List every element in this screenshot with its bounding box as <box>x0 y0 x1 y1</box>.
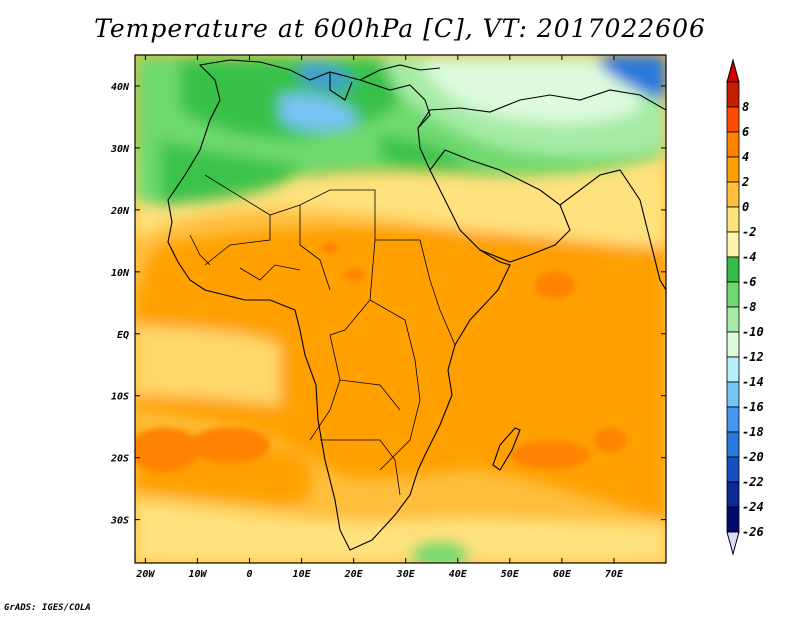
colorbar-label: 6 <box>742 125 749 139</box>
colorbar-label: -26 <box>742 525 764 539</box>
lon-tick-label: 10E <box>293 569 312 580</box>
colorbar-label: -20 <box>742 450 764 464</box>
colorbar-label: -10 <box>742 325 764 339</box>
lon-tick-label: 40E <box>449 569 468 580</box>
lat-tick-label: 10S <box>111 392 129 403</box>
temperature-field <box>135 55 666 563</box>
colorbar-swatch <box>726 306 740 333</box>
colorbar-swatch <box>726 106 740 133</box>
colorbar-label: -6 <box>742 275 756 289</box>
lon-tick-label: 0 <box>247 569 253 580</box>
map-frame <box>134 54 667 564</box>
lon-tick-label: 50E <box>501 569 520 580</box>
lon-tick-label: 20E <box>344 569 364 580</box>
colorbar-label: 8 <box>742 100 749 114</box>
lon-tick-label: 20W <box>135 569 155 580</box>
colorbar-bottom-arrow <box>726 531 740 556</box>
colorbar-swatch <box>726 281 740 308</box>
grads-credit: GrADS: IGES/COLA <box>4 603 91 613</box>
lat-tick-label: 30S <box>110 516 129 527</box>
colorbar-swatch <box>726 181 740 208</box>
colorbar-label: 0 <box>742 200 749 214</box>
lon-tick-label: 30E <box>396 569 416 580</box>
colorbar-top-arrow <box>726 58 740 83</box>
colorbar-swatch <box>726 381 740 408</box>
colorbar-swatch <box>726 231 740 258</box>
colorbar-swatch <box>726 456 740 483</box>
colorbar-label: -2 <box>742 225 756 239</box>
colorbar-swatch <box>726 331 740 358</box>
lat-tick-label: 40N <box>111 82 130 93</box>
colorbar-label: -18 <box>742 425 764 439</box>
lat-tick-label: 20N <box>110 206 130 217</box>
colorbar-swatch <box>726 431 740 458</box>
colorbar-swatch <box>726 81 740 108</box>
colorbar-swatch <box>726 256 740 283</box>
lon-tick-label: 70E <box>605 569 624 580</box>
longitude-axis: 20W 10W 0 10E 20E 30E 40E 50E 60E 70E <box>135 55 624 580</box>
colorbar-label: -12 <box>742 350 764 364</box>
colorbar-swatch <box>726 156 740 183</box>
colorbar-label: -16 <box>742 400 764 414</box>
colorbar-label: 4 <box>742 150 749 164</box>
colorbar-swatch <box>726 506 740 533</box>
lat-tick-label: 20S <box>110 454 129 465</box>
colorbar-swatch <box>726 356 740 383</box>
political-borders <box>189 174 456 496</box>
colorbar-label: 2 <box>741 175 749 189</box>
colorbar: 8 6 4 2 0 -2 -4 -6 -8 -10 -12 -14 -16 -18 -20 -22 -24 -26 <box>726 58 764 556</box>
map-title: Temperature at 600hPa [C], VT: 201702260… <box>94 14 706 43</box>
colorbar-swatch <box>726 131 740 158</box>
colorbar-label: -22 <box>742 475 764 489</box>
coastlines <box>167 59 666 551</box>
lon-tick-label: 60E <box>553 569 572 580</box>
colorbar-label: -8 <box>742 300 756 314</box>
colorbar-label: -24 <box>742 500 764 514</box>
colorbar-swatch <box>726 406 740 433</box>
lat-tick-label: 10N <box>111 268 130 279</box>
colorbar-label: -14 <box>742 375 764 389</box>
lon-tick-label: 10W <box>188 569 207 580</box>
colorbar-label: -4 <box>742 250 756 264</box>
colorbar-swatch <box>726 206 740 233</box>
colorbar-swatch <box>726 481 740 508</box>
latitude-axis: 40N 30N 20N 10N EQ 10S 20S 30S <box>110 82 666 527</box>
lat-tick-label: EQ <box>117 330 129 341</box>
lat-tick-label: 30N <box>110 144 130 155</box>
